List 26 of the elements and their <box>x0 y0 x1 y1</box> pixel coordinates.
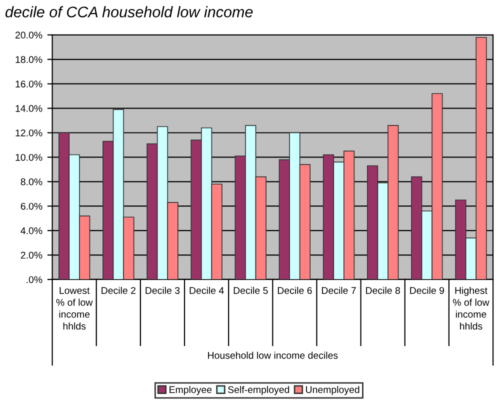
x-axis-title: Household low income deciles <box>208 352 338 359</box>
x-tick-label: Decile 2 <box>102 286 136 294</box>
x-tick-label: Decile 8 <box>366 286 400 294</box>
x-tick-label: Highest % of low income hhlds <box>452 286 490 330</box>
x-tick-label: Decile 4 <box>190 286 224 294</box>
y-tick-label: 6.0% <box>20 202 42 210</box>
legend-label: Employee <box>170 386 212 396</box>
y-tick-label: 12.0% <box>16 129 42 136</box>
x-tick-label: Decile 5 <box>234 286 268 294</box>
y-tick-label: 2.0% <box>20 252 42 259</box>
y-tick-label: 18.0% <box>16 56 42 64</box>
y-tick-label: .0% <box>26 276 42 284</box>
x-tick-label: Lowest % of low income hhlds <box>56 287 93 330</box>
x-tick-label: Decile 7 <box>322 286 356 294</box>
y-tick-label: 16.0% <box>16 80 42 88</box>
x-tick-label: Decile 6 <box>278 286 312 294</box>
legend-label: Self-employed <box>228 386 290 396</box>
y-tick-label: 14.0% <box>16 105 42 112</box>
x-tick-label: Decile 3 <box>146 286 180 294</box>
chart-title: decile of CCA household low income <box>5 6 253 18</box>
legend-label: Unemployed <box>306 386 360 396</box>
y-tick-label: 20.0% <box>15 32 42 39</box>
x-tick-label: Decile 9 <box>410 286 444 294</box>
y-tick-label: 4.0% <box>20 227 42 234</box>
y-tick-label: 8.0% <box>20 178 42 186</box>
y-tick-label: 10.0% <box>16 154 42 161</box>
